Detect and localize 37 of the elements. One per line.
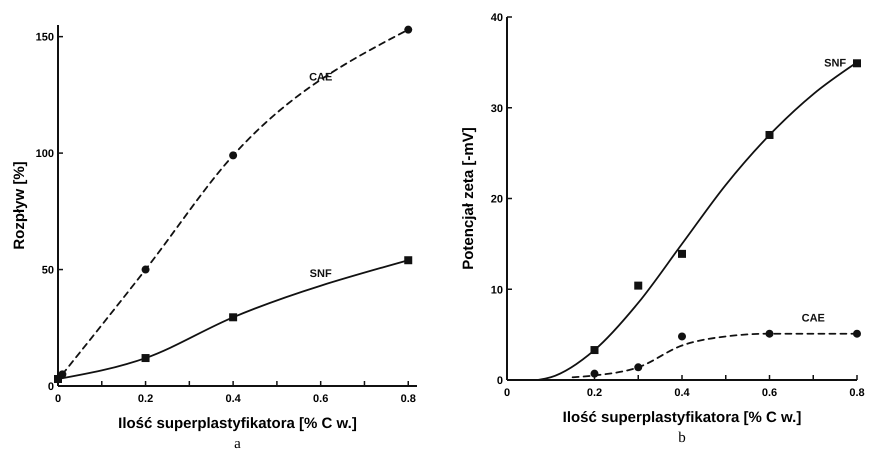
y-axis-title: Potencjał zeta [-mV] [460,127,477,270]
point [404,256,412,264]
text: b [678,430,686,446]
series-label: SNF [310,268,332,280]
point [678,332,686,340]
x-tick-label: 0.2 [586,387,602,399]
x-tick-label: 0.8 [849,387,865,399]
point [634,282,642,290]
x-tick-label: 0 [504,387,510,399]
y-tick-label: 150 [36,32,54,44]
x-tick-label: 0.6 [762,387,778,399]
y-tick-label: 50 [42,264,54,277]
series-label: CAE [802,312,825,325]
text: a [234,436,242,452]
point [54,375,62,384]
y-tick-label: 0 [496,375,503,387]
point [142,354,150,362]
x-tick-label: 0.4 [674,387,691,399]
y-tick-label: 20 [490,194,503,206]
point [404,26,412,34]
y-tick-label: 30 [490,102,503,115]
x-tick-label: 0.2 [138,393,154,405]
x-tick-label: 0 [54,393,62,405]
y-axis-title: Rozpływ [%] [11,161,28,250]
y-tick-label: 10 [490,284,503,296]
y-tick-label: 40 [490,12,503,24]
x-tick-label: 0.6 [313,393,328,405]
point [229,151,238,160]
x-axis-title: Ilość superplastyfikatora [% C w.] [118,415,357,432]
point [142,266,150,274]
point [678,250,686,258]
point [229,313,238,322]
x-tick-label: 0.4 [225,393,242,405]
x-axis-title: Ilość superplastyfikatora [% C w.] [562,409,802,426]
y-tick-label: 100 [36,148,54,160]
series-label: SNF [824,57,846,70]
x-tick-label: 0.8 [400,393,416,405]
